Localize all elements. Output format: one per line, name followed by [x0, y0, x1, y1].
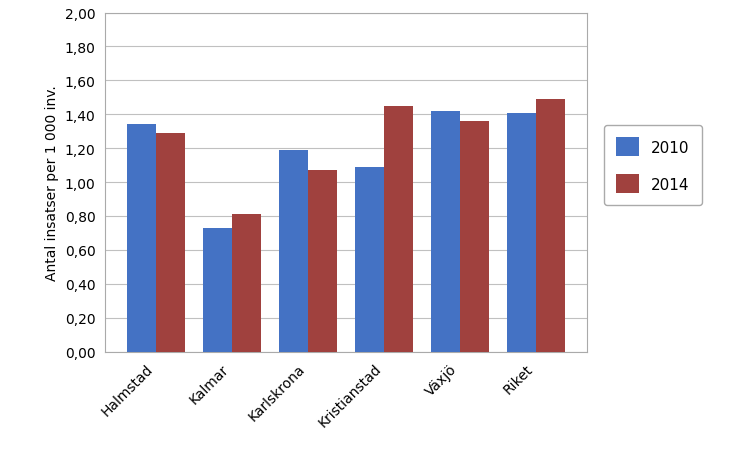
Bar: [460, 122, 489, 352]
Bar: [279, 151, 308, 352]
Bar: [156, 133, 185, 352]
Legend: 2010, 2014: 2010, 2014: [604, 126, 702, 206]
Bar: [308, 171, 337, 352]
Bar: [232, 215, 261, 352]
Bar: [203, 228, 232, 352]
Bar: [355, 167, 384, 352]
Bar: [536, 100, 565, 352]
Bar: [507, 113, 536, 352]
Bar: [384, 106, 413, 352]
Bar: [431, 111, 460, 352]
Bar: [127, 125, 156, 352]
Y-axis label: Antal insatser per 1 000 inv.: Antal insatser per 1 000 inv.: [45, 85, 59, 281]
